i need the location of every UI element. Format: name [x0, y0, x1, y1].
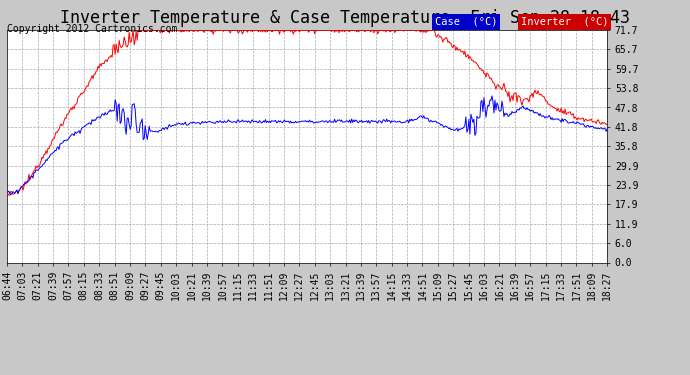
Text: Copyright 2012 Cartronics.com: Copyright 2012 Cartronics.com: [7, 24, 177, 34]
Text: Inverter Temperature & Case Temperature  Fri Sep 28 18:43: Inverter Temperature & Case Temperature …: [60, 9, 630, 27]
Text: Case  (°C): Case (°C): [435, 17, 497, 27]
Text: Inverter  (°C): Inverter (°C): [521, 17, 609, 27]
